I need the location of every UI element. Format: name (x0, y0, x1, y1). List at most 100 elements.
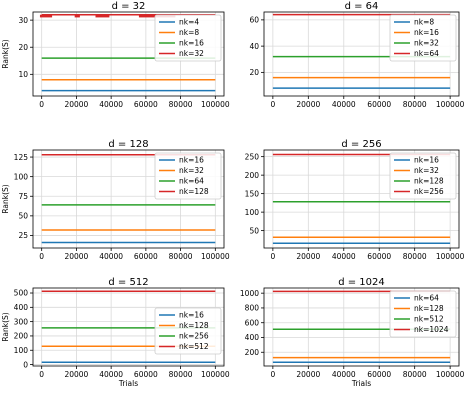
y-tick-label: 50 (18, 212, 28, 221)
legend-label: nk=8 (179, 28, 199, 37)
subplot-6: 0 20000 40000 60000 80000 100000 200 400 600 800 1… (240, 277, 465, 388)
x-tick-label: 0 (270, 252, 275, 261)
y-tick-label: 25 (18, 231, 28, 240)
x-tick-label: 60000 (134, 370, 158, 379)
y-tick-label: 10 (18, 70, 28, 79)
y-tick-label: 300 (14, 317, 29, 326)
legend-label: nk=32 (414, 39, 439, 48)
subplot-title: d = 64 (345, 1, 379, 12)
y-tick-label: 600 (245, 318, 260, 327)
x-tick-label: 20000 (296, 252, 320, 261)
y-tick-label: 500 (14, 289, 29, 298)
y-tick-label: 0 (23, 360, 28, 369)
subplot-2: 0 20000 40000 60000 80000 100000 20 40 60 d = 64 n… (249, 1, 464, 109)
legend-label: nk=128 (179, 187, 209, 196)
y-tick-label: 20 (18, 43, 28, 52)
x-tick-label: 100000 (436, 100, 465, 109)
legend-label: nk=1024 (414, 325, 449, 334)
legend-box (154, 14, 222, 62)
y-tick-label: 100 (14, 172, 29, 181)
y-tick-label: 40 (249, 42, 259, 51)
x-tick-label: 100000 (201, 370, 230, 379)
y-tick-label: 250 (245, 152, 260, 161)
legend-label: nk=32 (179, 49, 204, 58)
y-tick-label: 200 (14, 332, 29, 341)
x-tick-label: 20000 (296, 370, 320, 379)
legend-box (389, 152, 457, 200)
y-tick-label: 200 (245, 171, 260, 180)
y-tick-label: 150 (245, 189, 260, 198)
series-dip (95, 14, 110, 18)
y-tick-label: 100 (14, 346, 29, 355)
y-tick-label: 400 (245, 333, 260, 342)
legend-label: nk=128 (414, 304, 444, 313)
y-tick-label: 125 (14, 153, 29, 162)
subplot-3: 0 20000 40000 60000 80000 100000 25 50 75 100 125 d… (1, 139, 230, 261)
subplot-title: d = 128 (108, 139, 148, 150)
plot-frame (32, 11, 225, 97)
subplot-title: d = 1024 (338, 277, 385, 288)
legend-label: nk=32 (179, 166, 204, 175)
legend-label: nk=4 (179, 18, 199, 27)
x-tick-label: 80000 (403, 252, 427, 261)
plot-frame (263, 287, 460, 367)
x-tick-label: 100000 (201, 100, 230, 109)
legend-box (154, 307, 222, 355)
x-tick-label: 20000 (64, 252, 88, 261)
x-tick-label: 40000 (332, 370, 356, 379)
subplot-title: d = 32 (112, 1, 146, 12)
legend-box (154, 152, 222, 200)
x-tick-label: 20000 (64, 370, 88, 379)
legend-label: nk=16 (414, 156, 439, 165)
x-tick-label: 80000 (169, 252, 193, 261)
legend-label: nk=8 (414, 18, 434, 27)
x-tick-label: 100000 (201, 252, 230, 261)
y-tick-label: 50 (249, 226, 259, 235)
y-tick-label: 75 (18, 192, 28, 201)
legend-label: nk=16 (179, 39, 204, 48)
x-tick-label: 100000 (436, 370, 465, 379)
x-tick-label: 40000 (332, 252, 356, 261)
x-tick-label: 60000 (367, 370, 391, 379)
y-axis-label: Rank(S) (1, 184, 10, 213)
legend-label: nk=16 (179, 311, 204, 320)
x-tick-label: 0 (270, 370, 275, 379)
x-tick-label: 40000 (332, 100, 356, 109)
subplot-4: 0 20000 40000 60000 80000 100000 50 100 150 200 25… (245, 139, 465, 261)
x-tick-label: 40000 (99, 370, 123, 379)
y-tick-label: 200 (245, 348, 260, 357)
x-tick-label: 20000 (64, 100, 88, 109)
legend-label: nk=64 (179, 177, 204, 186)
legend-label: nk=64 (414, 49, 439, 58)
x-tick-label: 20000 (296, 100, 320, 109)
series-dip (74, 14, 80, 18)
plot-frame (263, 11, 460, 97)
x-tick-label: 0 (39, 100, 44, 109)
subplot-1: 0 20000 40000 60000 80000 100000 10 20 30 d = 32 R… (1, 1, 230, 109)
series-dip (39, 14, 53, 18)
x-axis-label: Trials (351, 379, 371, 388)
legend-label: nk=256 (179, 332, 209, 341)
x-tick-label: 40000 (99, 252, 123, 261)
y-tick-label: 20 (249, 68, 259, 77)
y-axis-label: Rank(S) (1, 39, 10, 68)
subplot-title: d = 256 (341, 139, 381, 150)
x-tick-label: 60000 (134, 252, 158, 261)
y-tick-label: 60 (249, 16, 259, 25)
legend-label: nk=512 (414, 315, 444, 324)
x-axis-label: Trials (118, 379, 138, 388)
y-tick-label: 800 (245, 304, 260, 313)
legend-label: nk=512 (179, 342, 209, 351)
plot-frame (32, 149, 225, 249)
y-tick-label: 100 (245, 208, 260, 217)
legend-label: nk=64 (414, 294, 439, 303)
y-tick-label: 1000 (240, 289, 259, 298)
x-tick-label: 0 (270, 100, 275, 109)
